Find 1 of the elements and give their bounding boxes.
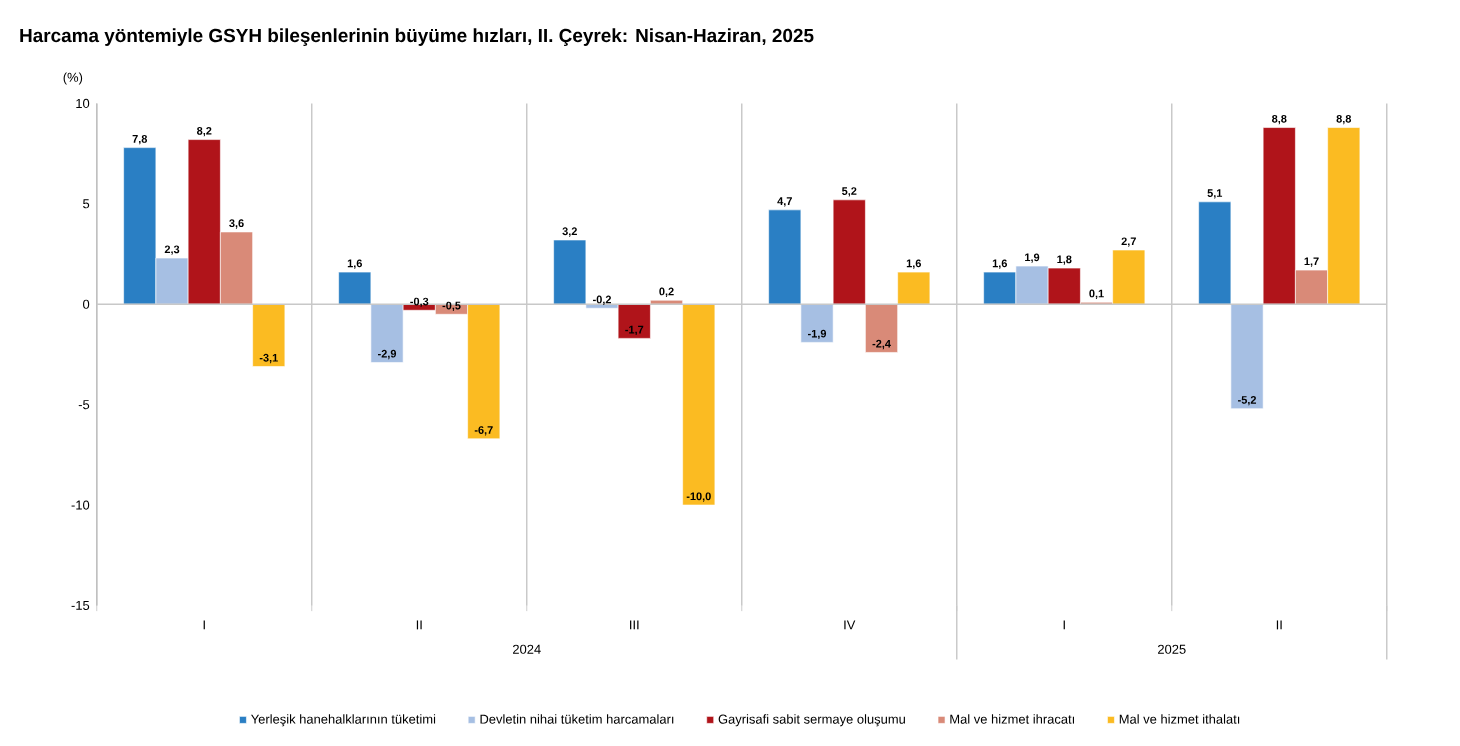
- chart-title: Harcama yöntemiyle GSYH bileşenlerinin büyüme hızları, II. Çeyrek: Nisan-Haziran, 2025: [20, 28, 814, 46]
